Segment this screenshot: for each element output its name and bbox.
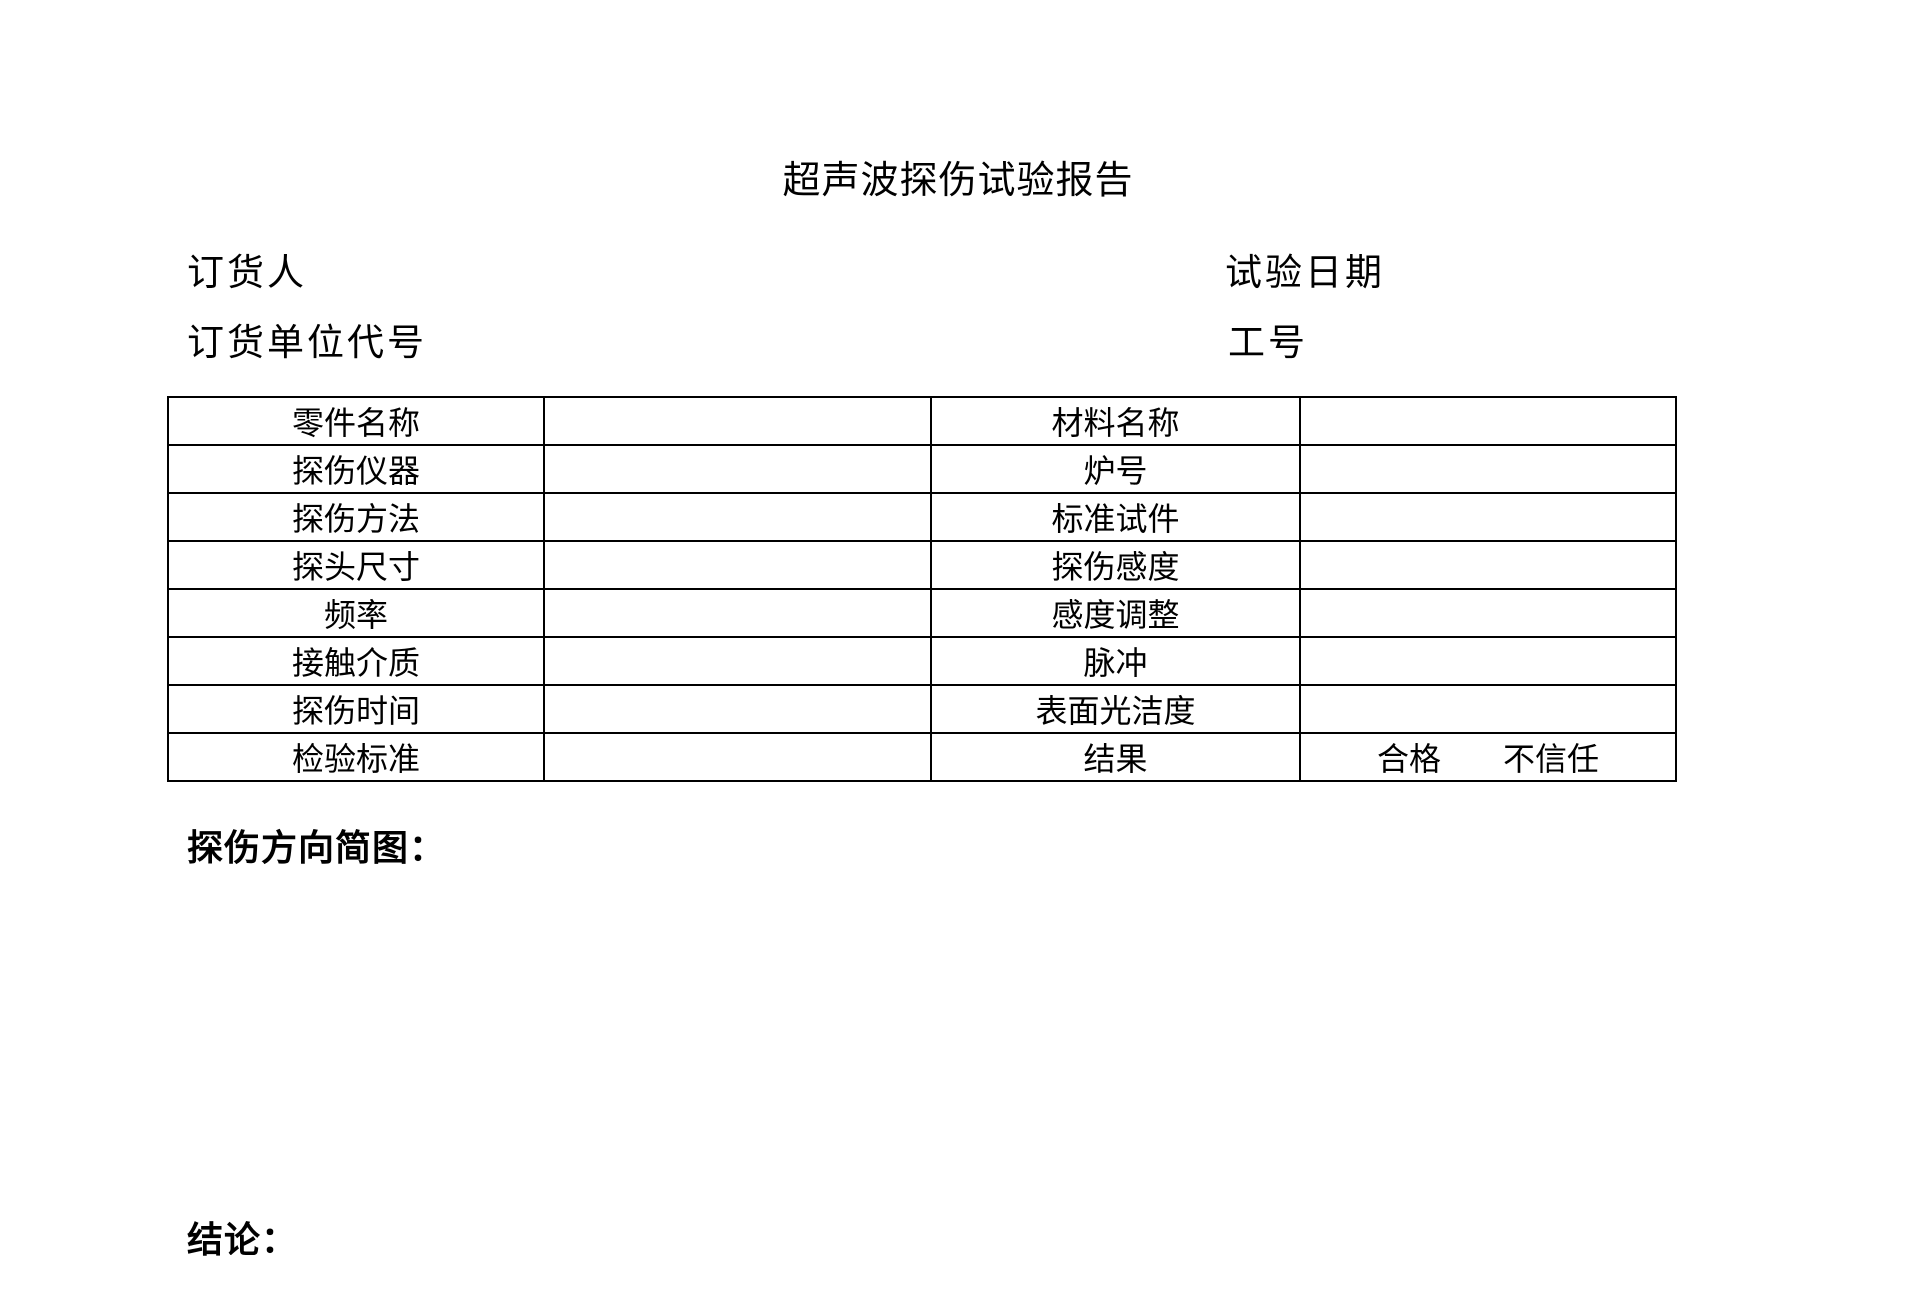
- row-value-field[interactable]: [1299, 684, 1677, 734]
- table-row: 探伤方法 标准试件: [167, 492, 1677, 542]
- table-row: 探头尺寸 探伤感度: [167, 540, 1677, 590]
- page-title: 超声波探伤试验报告: [782, 160, 1134, 202]
- row-value-field[interactable]: [543, 588, 932, 638]
- result-fail-option[interactable]: 不信任: [1503, 741, 1600, 777]
- row-label: 材料名称: [930, 396, 1301, 446]
- result-cell: 合格 不信任: [1299, 732, 1677, 782]
- table-row: 零件名称 材料名称: [167, 396, 1677, 446]
- row-value-field[interactable]: [543, 732, 932, 782]
- row-value-field[interactable]: [1299, 588, 1677, 638]
- row-value-field[interactable]: [543, 444, 932, 494]
- row-label: 接触介质: [167, 636, 545, 686]
- row-value-field[interactable]: [1299, 492, 1677, 542]
- row-label: 探伤时间: [167, 684, 545, 734]
- row-value-field[interactable]: [543, 396, 932, 446]
- row-value-field[interactable]: [543, 684, 932, 734]
- row-value-field[interactable]: [1299, 540, 1677, 590]
- table-row: 探伤仪器 炉号: [167, 444, 1677, 494]
- row-label: 表面光洁度: [930, 684, 1301, 734]
- row-label: 脉冲: [930, 636, 1301, 686]
- row-label: 炉号: [930, 444, 1301, 494]
- row-label: 探伤感度: [930, 540, 1301, 590]
- row-label: 探伤仪器: [167, 444, 545, 494]
- result-pass-option[interactable]: 合格: [1376, 741, 1441, 777]
- row-label: 零件名称: [167, 396, 545, 446]
- row-value-field[interactable]: [543, 636, 932, 686]
- conclusion-section-label: 结论：: [187, 1220, 299, 1260]
- row-value-field[interactable]: [543, 540, 932, 590]
- row-label: 结果: [930, 732, 1301, 782]
- row-label: 感度调整: [930, 588, 1301, 638]
- table-row: 检验标准 结果 合格 不信任: [167, 732, 1677, 782]
- table-row: 频率 感度调整: [167, 588, 1677, 638]
- work-no-label: 工号: [1228, 323, 1308, 364]
- row-label: 标准试件: [930, 492, 1301, 542]
- row-label: 探头尺寸: [167, 540, 545, 590]
- row-value-field[interactable]: [1299, 636, 1677, 686]
- sketch-section-label: 探伤方向简图：: [187, 828, 447, 868]
- report-table: 零件名称 材料名称 探伤仪器 炉号 探伤方法 标准试件 探头尺寸 探伤感度 频率…: [167, 396, 1677, 782]
- table-row: 探伤时间 表面光洁度: [167, 684, 1677, 734]
- row-value-field[interactable]: [1299, 396, 1677, 446]
- row-label: 探伤方法: [167, 492, 545, 542]
- row-label: 频率: [167, 588, 545, 638]
- orderer-label: 订货人: [187, 253, 307, 294]
- row-label: 检验标准: [167, 732, 545, 782]
- row-value-field[interactable]: [543, 492, 932, 542]
- table-row: 接触介质 脉冲: [167, 636, 1677, 686]
- row-value-field[interactable]: [1299, 444, 1677, 494]
- test-date-label: 试验日期: [1225, 253, 1385, 294]
- order-unit-code-label: 订货单位代号: [187, 323, 427, 364]
